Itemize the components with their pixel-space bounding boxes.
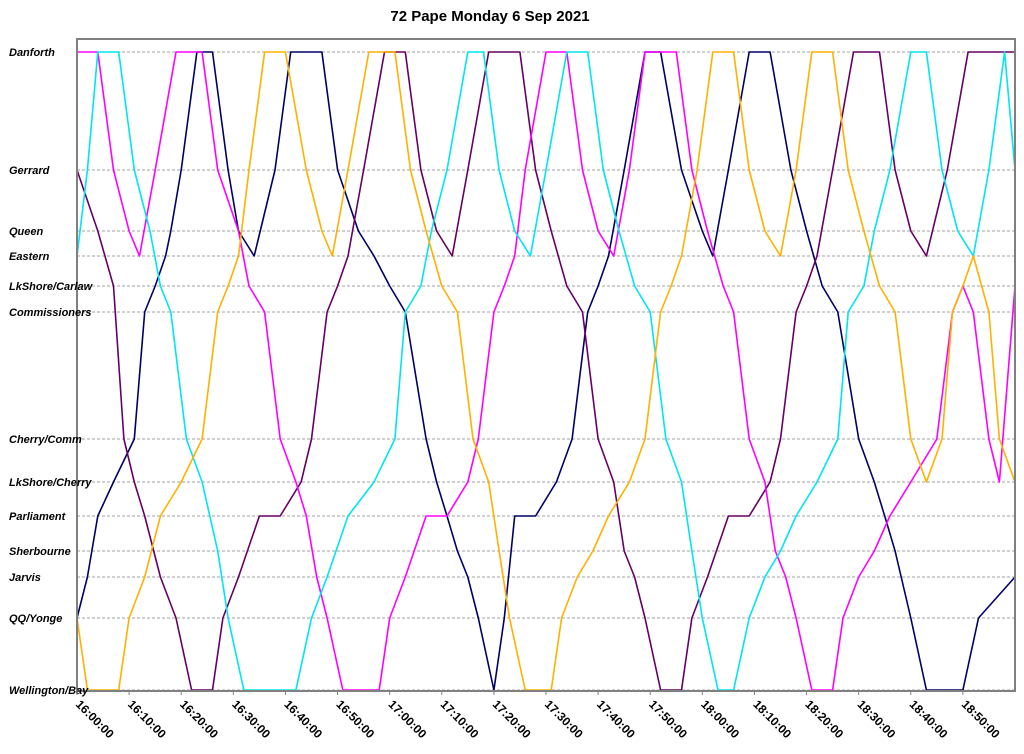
x-tick-label: 16:20:00 (177, 697, 221, 741)
x-tick-label: 17:50:00 (646, 697, 690, 741)
stop-label: Wellington/Bay (9, 685, 89, 697)
stop-label: Danforth (9, 47, 55, 59)
time-labels: 16:00:00 16:10:00 16:20:00 16:30:00 16:40:00… (73, 691, 1003, 741)
stop-label: LkShore/Carlaw (9, 281, 94, 293)
stop-label: Cherry/Comm (9, 434, 82, 446)
x-tick-label: 16:40:00 (281, 697, 325, 741)
chart-title: 72 Pape Monday 6 Sep 2021 (390, 8, 589, 25)
stop-labels: Danforth Gerrard Queen Eastern LkShore/Carla… (9, 47, 94, 697)
vehicle-trace-1 (76, 51, 1016, 691)
stop-label: Sherbourne (9, 546, 71, 558)
x-tick-label: 17:20:00 (490, 697, 534, 741)
x-tick-label: 18:10:00 (750, 697, 794, 741)
x-tick-label: 18:00:00 (698, 697, 742, 741)
plot-frame (76, 38, 1016, 692)
gridlines (77, 51, 1015, 691)
stop-label: Eastern (9, 251, 50, 263)
x-tick-label: 18:30:00 (855, 697, 899, 741)
stop-label: LkShore/Cherry (9, 477, 92, 489)
x-tick-label: 17:00:00 (386, 697, 430, 741)
x-tick-label: 16:00:00 (73, 697, 117, 741)
x-tick-label: 17:10:00 (438, 697, 482, 741)
x-tick-label: 18:40:00 (907, 697, 951, 741)
x-tick-label: 18:50:00 (959, 697, 1003, 741)
stop-label: Queen (9, 226, 44, 238)
vehicle-trace-5 (76, 51, 1016, 691)
x-tick-label: 16:50:00 (333, 697, 377, 741)
stop-label: Jarvis (9, 572, 41, 584)
series-traces (76, 51, 1016, 691)
x-tick-label: 17:40:00 (594, 697, 638, 741)
stop-label: Gerrard (9, 165, 50, 177)
stop-label: Commissioners (9, 307, 92, 319)
vehicle-trace-3 (77, 51, 1016, 691)
x-tick-label: 16:10:00 (125, 697, 169, 741)
x-tick-label: 16:30:00 (229, 697, 273, 741)
x-tick-label: 17:30:00 (542, 697, 586, 741)
x-tick-label: 18:20:00 (802, 697, 846, 741)
stop-label: Parliament (9, 511, 67, 523)
vehicle-trace-2 (76, 51, 1015, 691)
vehicle-trace-4 (76, 51, 1016, 691)
stop-label: QQ/Yonge (9, 613, 62, 625)
